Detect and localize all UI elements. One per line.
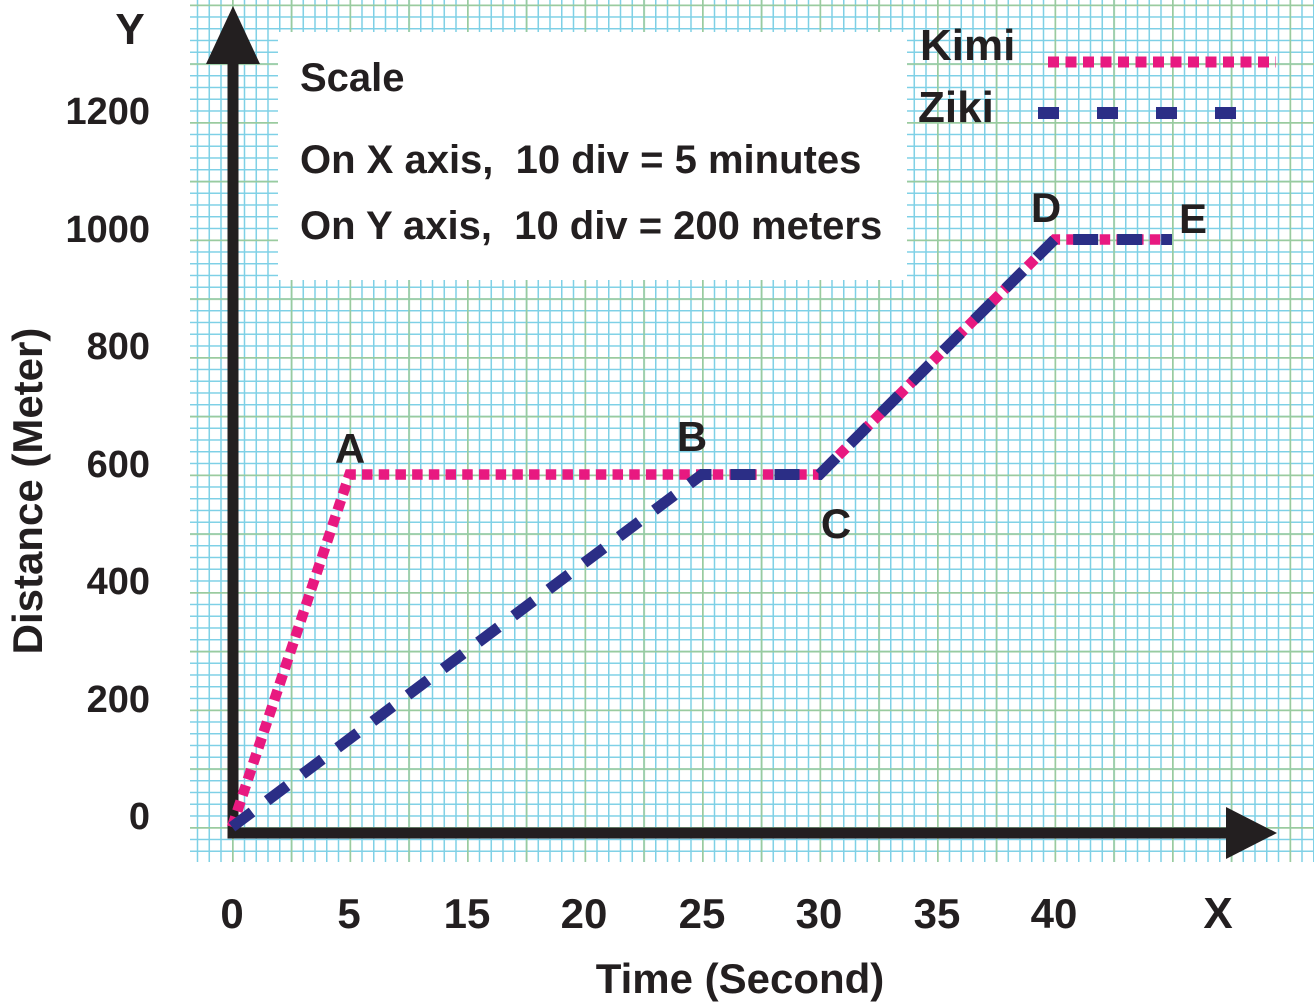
legend-label-kimi: Kimi (920, 21, 1016, 70)
x-axis-title: Time (Second) (595, 955, 885, 1002)
y-axis-arrowhead-icon (206, 6, 260, 64)
x-tick-35: 35 (913, 890, 961, 937)
series-ziki (228, 234, 1172, 832)
scale-box-y-rule: On Y axis, 10 div = 200 meters (300, 204, 883, 248)
x-tick-5: 5 (337, 890, 361, 937)
y-axis-letter: Y (115, 5, 145, 54)
point-label-b: B (676, 413, 708, 460)
scale-box-x-rule: On X axis, 10 div = 5 minutes (300, 138, 862, 182)
x-axis-letter: X (1203, 889, 1233, 938)
y-tick-200: 200 (86, 679, 150, 721)
y-tick-400: 400 (86, 561, 150, 603)
legend-label-ziki: Ziki (918, 83, 994, 132)
point-label-c: C (820, 500, 852, 547)
x-axis-line (227, 827, 1232, 839)
point-label-a: A (334, 425, 366, 472)
y-tick-800: 800 (86, 326, 150, 368)
scale-box-heading: Scale (300, 56, 405, 100)
y-tick-600: 600 (86, 444, 150, 486)
scale-box-background (278, 32, 907, 280)
y-tick-1000: 1000 (65, 209, 150, 251)
x-tick-30: 30 (795, 890, 843, 937)
x-tick-15: 15 (443, 890, 491, 937)
y-axis-title: Distance (Meter) (4, 327, 51, 655)
point-label-d: D (1030, 184, 1062, 231)
x-tick-25: 25 (678, 890, 726, 937)
x-tick-20: 20 (560, 890, 608, 937)
point-label-e: E (1178, 195, 1207, 242)
x-tick-40: 40 (1030, 890, 1078, 937)
x-axis-arrowhead-icon (1226, 807, 1277, 859)
y-tick-1200: 1200 (65, 91, 150, 133)
x-tick-0: 0 (220, 890, 244, 937)
y-axis-line (227, 52, 239, 838)
y-tick-0: 0 (128, 796, 150, 838)
